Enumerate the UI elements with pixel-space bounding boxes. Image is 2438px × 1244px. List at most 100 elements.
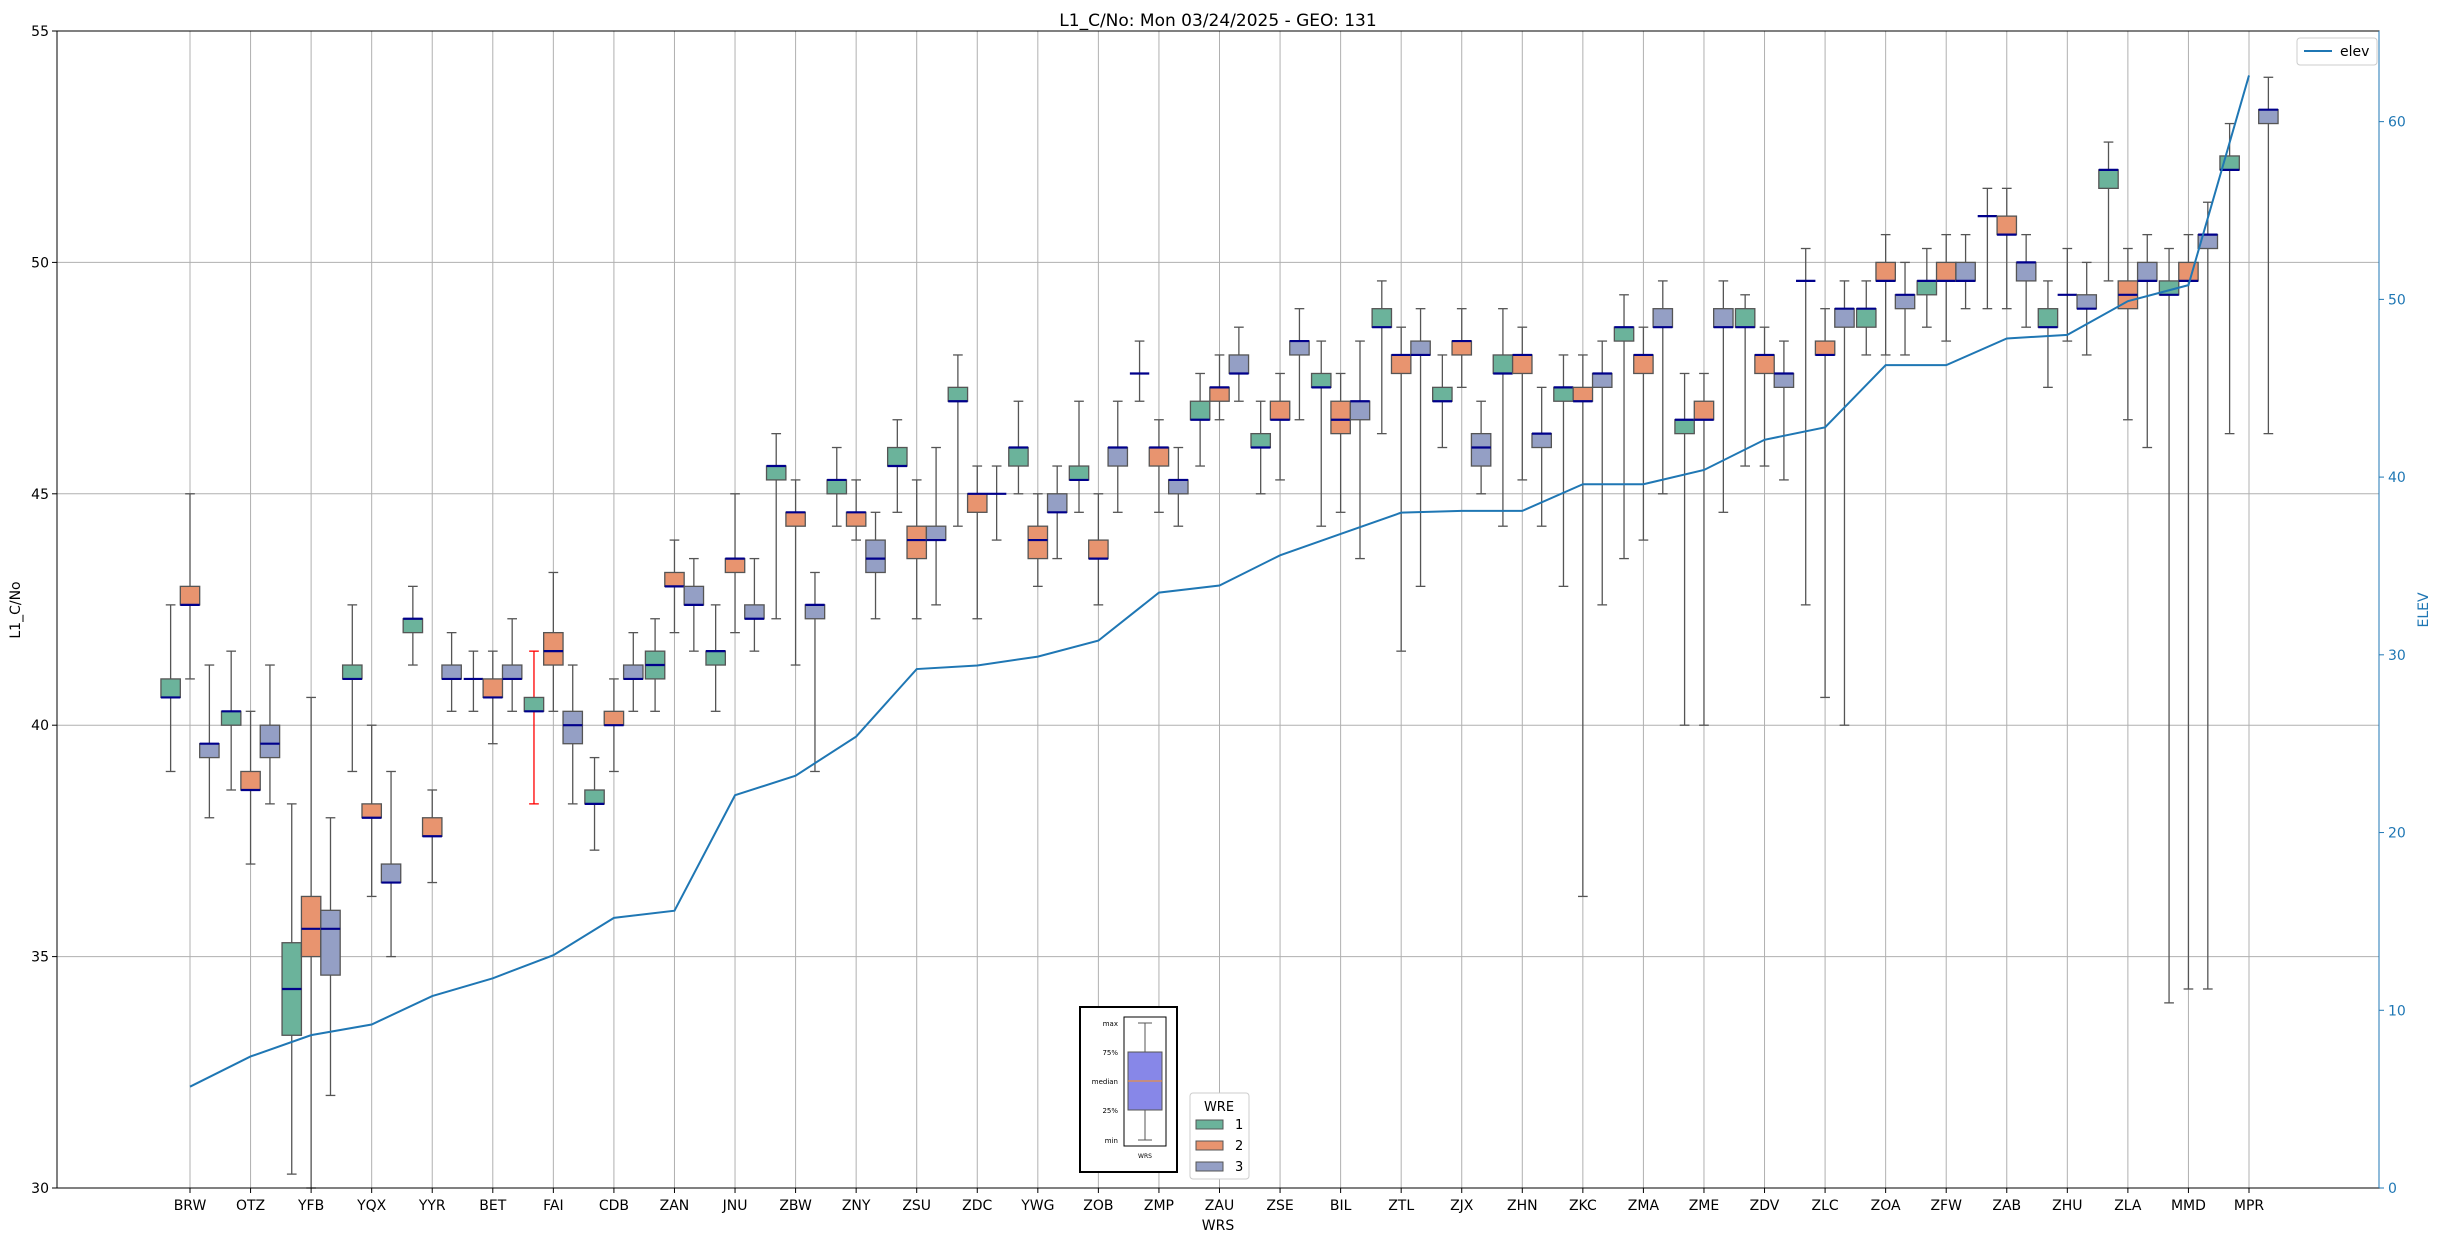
- box-wre-2: [1148, 446, 1170, 467]
- box-wre-3: [1228, 354, 1250, 375]
- box-wre-3: [501, 664, 523, 680]
- x-tick-label: ZAB: [1992, 1198, 2021, 1214]
- box-wre-1: [341, 664, 363, 680]
- box-wre-3: [1167, 479, 1189, 495]
- box-wre-2: [1390, 354, 1412, 375]
- x-tick-label: ZOA: [1871, 1198, 1901, 1214]
- box-wre-1: [765, 465, 787, 481]
- plot-frame: [56, 30, 2380, 1189]
- y-tick-label: 45: [31, 487, 49, 503]
- box-wre-1: [220, 710, 242, 726]
- box-wre-2: [845, 511, 867, 527]
- box-wre-3: [1834, 308, 1855, 328]
- box-wre-3: [1410, 340, 1431, 356]
- box-wre-2: [785, 511, 806, 527]
- box-wre-3: [1955, 261, 1976, 282]
- x-tick-label: ZJX: [1450, 1198, 1474, 1214]
- box-wre-3: [622, 664, 644, 680]
- wre-swatch-1: [1195, 1119, 1224, 1130]
- elev-legend: elev: [2296, 37, 2378, 66]
- y-tick-label: 40: [31, 718, 49, 734]
- box-wre-3: [1349, 400, 1371, 421]
- box-wre-2: [421, 817, 443, 837]
- box-wre-3: [1531, 432, 1553, 449]
- y-tick-label: 35: [31, 950, 49, 966]
- box-wre-1: [705, 650, 726, 666]
- x-tick-label: ZSU: [902, 1198, 931, 1214]
- x-tick-label: ZKC: [1569, 1198, 1597, 1214]
- wre-label-3: 3: [1235, 1160, 1243, 1175]
- box-wre-1: [1553, 386, 1574, 402]
- box-wre-2: [1693, 400, 1715, 421]
- y2-tick-label: 10: [2388, 1003, 2406, 1019]
- box-wre-3: [1470, 432, 1492, 467]
- x-tick-label: ZLC: [1812, 1198, 1839, 1214]
- box-wre-3: [259, 724, 281, 759]
- box-wre-2: [1209, 386, 1230, 402]
- box-wre-1: [1250, 432, 1272, 449]
- box-wre-1: [1371, 308, 1393, 328]
- wre-legend-title: WRE: [1204, 1100, 1234, 1115]
- y-axis-label: L1_C/No: [8, 581, 24, 638]
- box-wre-1: [1008, 446, 1029, 467]
- box-wre-3: [2015, 261, 2037, 282]
- x-tick-label: MPR: [2234, 1198, 2265, 1214]
- x-tick-label: YFB: [297, 1198, 324, 1214]
- box-wre-1: [886, 446, 908, 467]
- box-wre-2: [300, 895, 322, 958]
- box-wre-1: [1855, 308, 1877, 328]
- key-label-median: median: [1092, 1078, 1118, 1086]
- box-wre-2: [1572, 386, 1594, 402]
- box-wre-2: [1451, 340, 1473, 356]
- x-axis-label: WRS: [1202, 1218, 1235, 1234]
- box-wre-1: [1310, 372, 1332, 389]
- box-wre-1: [1734, 308, 1756, 328]
- y-tick-label: 30: [31, 1181, 49, 1197]
- box-wre-2: [906, 525, 928, 560]
- x-tick-label: FAI: [543, 1198, 563, 1214]
- box-wre-2: [543, 631, 564, 666]
- box-wre-2: [664, 571, 685, 588]
- box-wre-3: [1591, 372, 1613, 389]
- y2-tick-label: 20: [2388, 826, 2406, 842]
- box-wre-2: [1996, 215, 2018, 236]
- y2-tick-label: 30: [2388, 648, 2406, 664]
- x-tick-label: CDB: [599, 1198, 629, 1214]
- x-tick-label: YWG: [1020, 1198, 1054, 1214]
- boxplot-key-inset: max 75% median 25% min WRS: [1079, 1006, 1178, 1173]
- x-tick-label: ZNY: [842, 1198, 871, 1214]
- y-tick-label: 50: [31, 255, 49, 271]
- elev-legend-label: elev: [2340, 44, 2369, 60]
- wre-swatch-3: [1195, 1161, 1224, 1172]
- box-wre-3: [2136, 261, 2158, 282]
- box-wre-3: [380, 863, 402, 884]
- wre-label-1: 1: [1235, 1118, 1243, 1133]
- box-wre-2: [1875, 261, 1896, 282]
- x-tick-label: ZLA: [2114, 1198, 2142, 1214]
- box-wre-3: [2076, 294, 2098, 310]
- box-wre-2: [1633, 354, 1654, 375]
- box-wre-2: [724, 557, 746, 574]
- y2-tick-label: 60: [2388, 115, 2406, 131]
- box-wre-2: [482, 678, 504, 699]
- x-tick-label: ZDV: [1750, 1198, 1780, 1214]
- box-wre-3: [1046, 493, 1068, 513]
- x-tick-label: ZBW: [779, 1198, 812, 1214]
- box-wre-1: [1432, 386, 1453, 402]
- x-tick-label: ZAU: [1205, 1198, 1234, 1214]
- key-label-25: 25%: [1102, 1107, 1118, 1115]
- box-wre-3: [1289, 340, 1310, 356]
- x-tick-label: OTZ: [236, 1198, 265, 1214]
- box-wre-3: [1713, 308, 1734, 328]
- box-wre-2: [179, 585, 201, 606]
- box-wre-2: [1935, 261, 1957, 282]
- box-wre-2: [361, 803, 383, 819]
- box-wre-2: [603, 710, 625, 726]
- box-wre-1: [1068, 465, 1090, 481]
- box-wre-2: [1088, 539, 1109, 560]
- box-wre-1: [1916, 280, 1938, 296]
- wre-label-2: 2: [1235, 1139, 1243, 1154]
- box-wre-1: [523, 696, 545, 712]
- x-tick-label: ZOB: [1083, 1198, 1113, 1214]
